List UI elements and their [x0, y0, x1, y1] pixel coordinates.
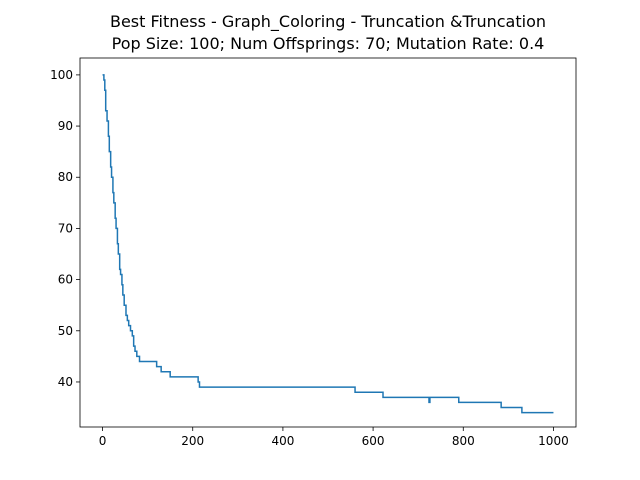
y-tick-label-90: 90 — [58, 119, 73, 133]
x-tick-label-1000: 1000 — [538, 434, 569, 448]
y-tick-label-80: 80 — [58, 170, 73, 184]
x-tick-label-200: 200 — [181, 434, 204, 448]
y-tick-label-70: 70 — [58, 221, 73, 235]
x-tick-label-400: 400 — [271, 434, 294, 448]
x-tick-label-600: 600 — [362, 434, 385, 448]
x-tick-label-0: 0 — [99, 434, 107, 448]
chart-title-line-2: Pop Size: 100; Num Offsprings: 70; Mutat… — [112, 34, 545, 53]
y-tick-label-40: 40 — [58, 375, 73, 389]
y-tick-label-50: 50 — [58, 324, 73, 338]
y-tick-label-100: 100 — [50, 68, 73, 82]
chart-title-line-1: Best Fitness - Graph_Coloring - Truncati… — [110, 12, 546, 32]
plot-area: 0 200 400 600 800 1000 40 50 60 70 80 90 100 — [50, 57, 577, 448]
x-tick-label-800: 800 — [452, 434, 475, 448]
axes-frame — [79, 57, 577, 428]
series-line-0 — [102, 74, 554, 414]
y-tick-label-60: 60 — [58, 273, 73, 287]
